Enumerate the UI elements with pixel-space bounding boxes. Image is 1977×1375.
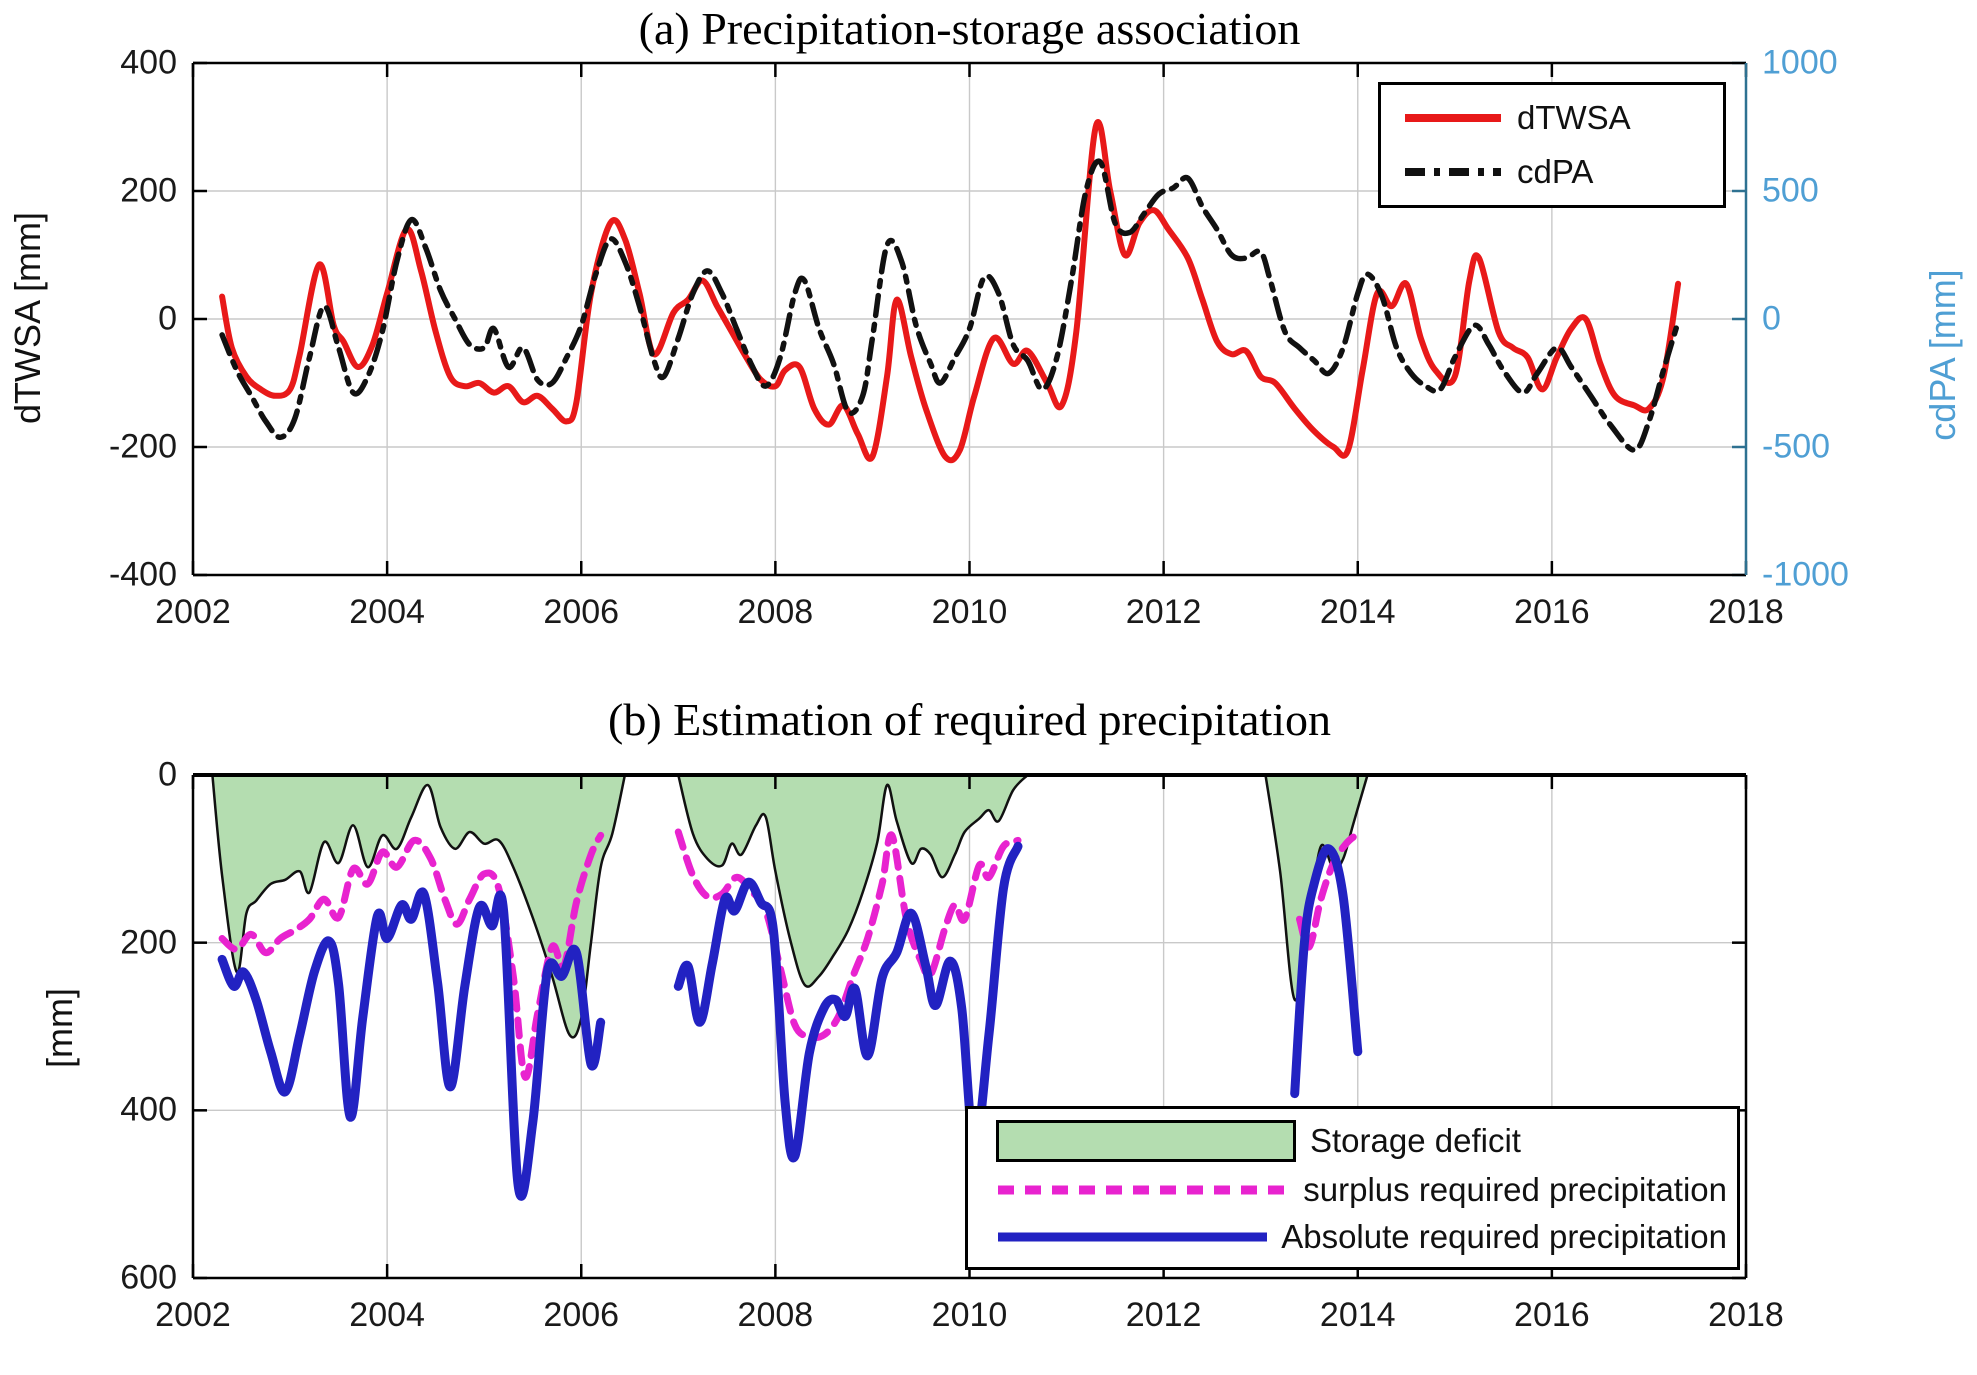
y-tick-label-right: 0 (1762, 299, 1781, 338)
x-tick-label: 2008 (737, 1296, 814, 1334)
y-tick-label-right: 1000 (1762, 43, 1838, 82)
deficit-boundary-line (677, 774, 1029, 988)
x-tick-label: 2006 (543, 1296, 620, 1334)
x-tick-label: 2010 (931, 593, 1008, 631)
absolute-precipitation-line (1290, 844, 1363, 1099)
legend-line-sample (1405, 114, 1501, 122)
y-tick-label-left: 600 (120, 1258, 177, 1297)
x-tick-label: 2006 (543, 593, 620, 631)
panel-b-plot (191, 773, 1748, 1280)
panel-a-plot (191, 61, 1748, 577)
x-tick-label: 2016 (1514, 593, 1590, 631)
legend-label: surplus required precipitation (1303, 1170, 1727, 1208)
legend-line-sample (1405, 168, 1501, 176)
x-tick-label: 2002 (155, 1296, 231, 1334)
y-tick-label-right: 500 (1762, 171, 1819, 210)
x-tick-label: 2004 (349, 593, 425, 631)
panel-b-legend: Storage deficit surplus required precipit… (965, 1106, 1740, 1270)
x-tick-label: 2012 (1125, 593, 1202, 631)
cdpa-line (219, 158, 1681, 453)
x-tick-label: 2004 (349, 1296, 425, 1334)
legend-label: Storage deficit (1310, 1121, 1521, 1159)
y-tick-label-left: 400 (120, 43, 177, 82)
x-tick-label: 2016 (1514, 1296, 1590, 1334)
surplus-precipitation-line (674, 828, 1022, 1042)
x-tick-label: 2014 (1319, 593, 1396, 631)
legend-label: Absolute required precipitation (1281, 1218, 1727, 1256)
panel-b-title: (b) Estimation of required precipitation (608, 694, 1331, 745)
y-tick-label-left: 200 (120, 923, 177, 962)
legend-patch-sample (996, 1119, 1296, 1162)
y-tick-label-left: 400 (120, 1090, 177, 1129)
x-tick-label: 2018 (1708, 1296, 1784, 1334)
legend-label: dTWSA (1517, 99, 1631, 136)
x-tick-label: 2010 (931, 1296, 1008, 1334)
panel-a-title: (a) Precipitation-storage association (638, 3, 1301, 54)
legend-line-sample (998, 1185, 1290, 1195)
legend-entry: dTWSA (1403, 99, 1713, 137)
y-tick-label-right: -1000 (1762, 555, 1849, 594)
x-tick-label: 2012 (1125, 1296, 1202, 1334)
y-tick-label-right: -500 (1762, 427, 1831, 466)
x-tick-label: 2014 (1319, 1296, 1396, 1334)
y-tick-label-left: 0 (158, 299, 177, 338)
legend-entry: Absolute required precipitation (996, 1218, 1727, 1256)
deficit-area (678, 775, 1028, 987)
panel-b-ylabel-left: [mm] (39, 988, 80, 1068)
y-tick-label-left: -400 (108, 555, 177, 594)
panel-a-legend: dTWSA cdPA (1378, 82, 1726, 208)
x-tick-label: 2002 (155, 593, 231, 631)
deficit-area (1265, 775, 1368, 1001)
dtwsa-line (219, 119, 1682, 464)
y-tick-label-left: -200 (108, 427, 177, 466)
absolute-precipitation-line (217, 887, 606, 1201)
legend-entry: surplus required precipitation (996, 1171, 1727, 1209)
deficit-area (212, 775, 625, 1038)
legend-line-sample (998, 1232, 1268, 1242)
panel-a-ylabel-left: dTWSA [mm] (7, 212, 48, 425)
x-tick-label: 2018 (1708, 593, 1784, 631)
absolute-precipitation-line (673, 841, 1023, 1163)
legend-label: cdPA (1517, 153, 1594, 190)
legend-entry: cdPA (1403, 153, 1713, 191)
deficit-boundary-line (211, 774, 627, 1039)
legend-entry: Storage deficit (996, 1119, 1727, 1162)
y-tick-label-left: 0 (158, 755, 177, 794)
y-tick-label-left: 200 (120, 171, 177, 210)
panel-a-ylabel-right: cdPA [mm] (1922, 269, 1963, 441)
x-tick-label: 2008 (737, 593, 814, 631)
